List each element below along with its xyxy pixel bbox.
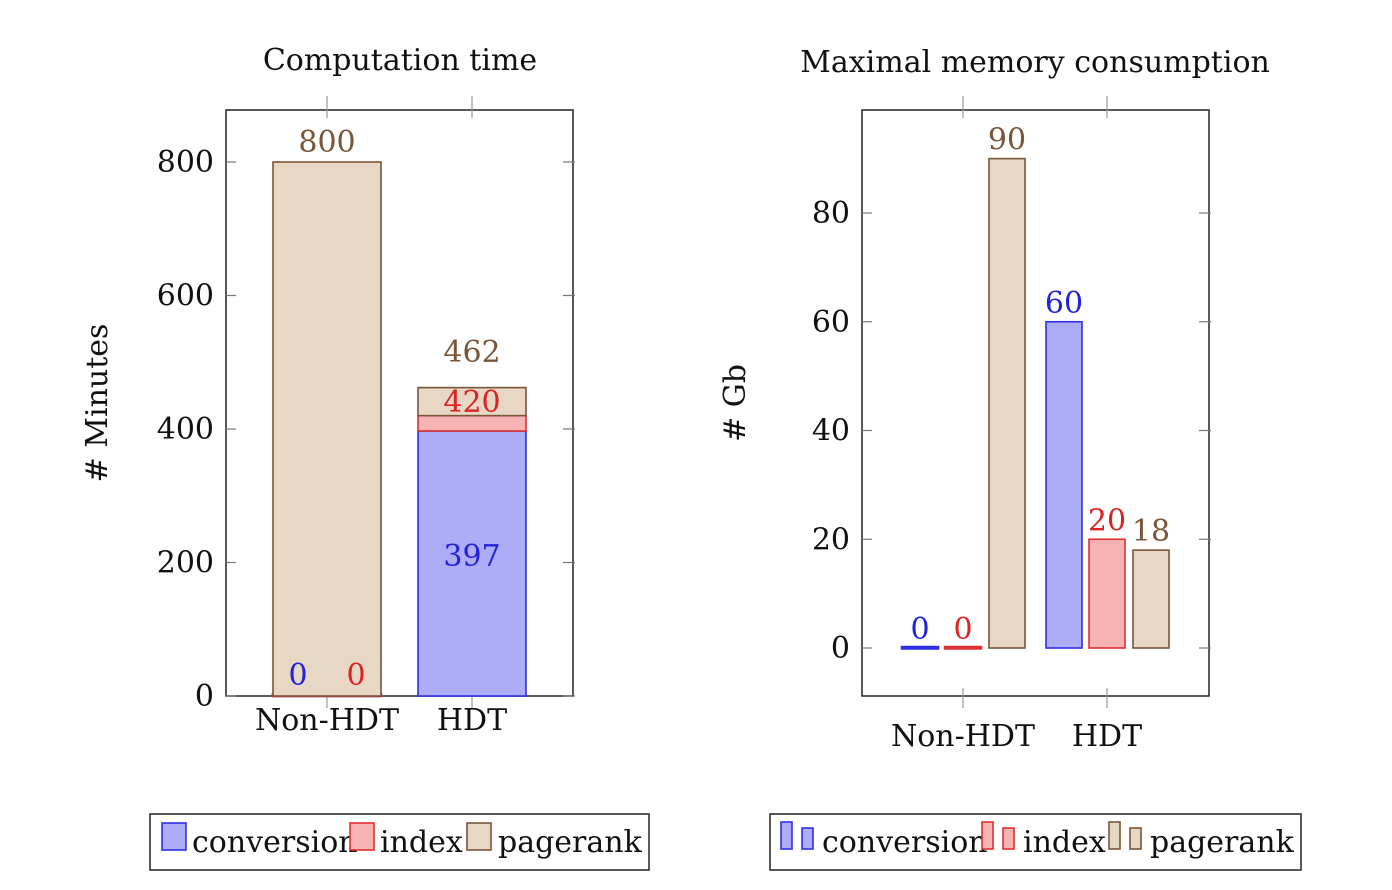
legend-swatch-index <box>349 822 375 851</box>
y-tick-label: 20 <box>812 522 850 557</box>
x-category-label: Non-HDT <box>891 719 1035 754</box>
legend-swatch-conversion <box>780 821 793 850</box>
bar-pagerank-non-hdt <box>272 161 382 697</box>
x-category-label: HDT <box>437 703 507 738</box>
legend-label-conversion: conversion <box>192 825 358 860</box>
y-axis-label: # Gb <box>718 364 753 442</box>
plot-frame <box>225 109 574 697</box>
y-tick-label: 200 <box>157 546 214 581</box>
y-axis-label: # Minutes <box>80 324 115 483</box>
bar-index-non-hdt <box>943 645 983 650</box>
y-tick-label: 80 <box>812 196 850 231</box>
bar-pagerank-hdt <box>1132 549 1170 649</box>
data-label-index: 20 <box>1088 503 1126 538</box>
legend-swatch-conversion <box>161 822 187 851</box>
bar-conversion-hdt <box>417 430 527 697</box>
data-label-index: 0 <box>346 658 365 693</box>
legend-label-index: index <box>380 825 463 860</box>
y-tick-label: 600 <box>157 279 214 314</box>
legend-box <box>769 813 1302 871</box>
x-category-label: Non-HDT <box>255 703 399 738</box>
chart-computation-time: Computation time # Minutes 0 200 400 600 800 No… <box>80 43 650 871</box>
legend-label-pagerank: pagerank <box>1150 825 1295 860</box>
data-label-pagerank: 800 <box>298 125 355 160</box>
data-label-conversion: 60 <box>1045 286 1083 321</box>
y-tick-label: 0 <box>831 631 850 666</box>
legend-label-index: index <box>1023 825 1106 860</box>
data-label-index: 420 <box>443 385 500 420</box>
bar-pagerank-non-hdt <box>988 157 1026 649</box>
chart-title: Computation time <box>263 43 537 78</box>
bar-conversion-non-hdt <box>900 645 940 650</box>
data-label-pagerank: 90 <box>988 123 1026 158</box>
y-tick-label: 0 <box>195 679 214 714</box>
legend-swatch-conversion-small <box>801 827 814 850</box>
legend-swatch-pagerank-small <box>1129 827 1142 850</box>
data-label-pagerank: 462 <box>443 335 500 370</box>
bar-conversion-hdt <box>1045 320 1083 649</box>
legend-label-pagerank: pagerank <box>498 825 643 860</box>
y-tick-label: 400 <box>157 412 214 447</box>
legend-label-conversion: conversion <box>822 825 988 860</box>
data-label-pagerank: 18 <box>1132 514 1170 549</box>
legend-swatch-index-small <box>1002 827 1015 850</box>
legend-swatch-pagerank <box>466 822 492 851</box>
data-label-index: 0 <box>953 612 972 647</box>
x-category-label: HDT <box>1072 719 1142 754</box>
legend-box <box>149 813 650 871</box>
bar-index-hdt <box>1088 538 1126 649</box>
y-tick-label: 800 <box>157 145 214 180</box>
legend-swatch-index <box>981 821 994 850</box>
plot-frame <box>861 109 1210 697</box>
bar-pagerank-hdt <box>417 386 527 417</box>
chart-memory-consumption: Maximal memory consumption # Gb 0 20 40 60 80 N… <box>718 45 1302 871</box>
data-label-conversion: 397 <box>443 539 500 574</box>
chart-title: Maximal memory consumption <box>800 45 1270 80</box>
data-label-conversion: 0 <box>288 658 307 693</box>
data-label-conversion: 0 <box>910 612 929 647</box>
y-tick-label: 60 <box>812 305 850 340</box>
legend-swatch-pagerank <box>1108 821 1121 850</box>
y-tick-label: 40 <box>812 414 850 449</box>
